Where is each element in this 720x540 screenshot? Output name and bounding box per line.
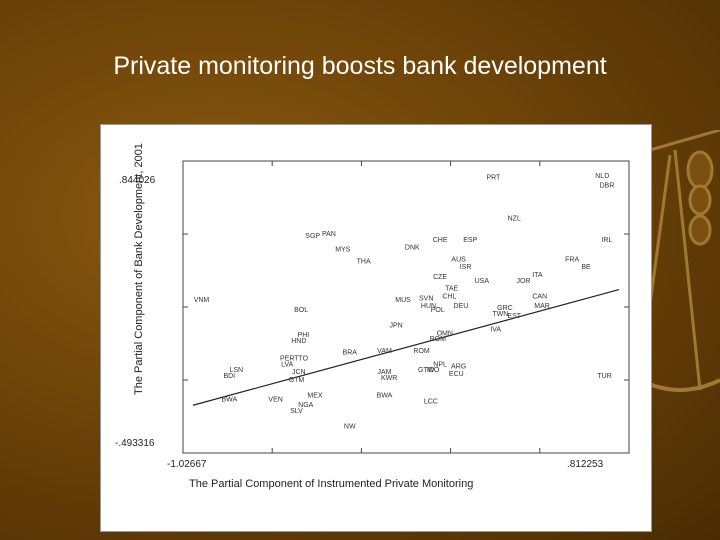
point-label-lcc: LCC [424, 398, 438, 405]
point-label-dnk: DNK [405, 245, 420, 252]
point-label-omn: OMN [437, 330, 453, 337]
y-axis-label: The Partial Component of Bank Developmen… [133, 143, 145, 395]
point-label-tae: TAE [445, 286, 458, 293]
point-label-pan: PAN [322, 231, 336, 238]
point-label-jcn: JCN [292, 369, 306, 376]
x-tick-label-max: .812253 [567, 459, 604, 470]
point-label-fra: FRA [565, 256, 579, 263]
point-label-jpn: JPN [389, 322, 402, 329]
balance-scale-icon [640, 130, 720, 392]
point-label-ido: IDO [427, 367, 440, 374]
point-label-pol: POL [431, 307, 445, 314]
point-label-twn: TWN [492, 311, 508, 318]
point-label-gtw: GTW [418, 367, 435, 374]
point-label-rom: ROM [413, 348, 430, 355]
point-label-kwr: KWR [381, 375, 397, 382]
point-label-ven: VEN [268, 396, 282, 403]
point-label-bwa: BWA [377, 392, 393, 399]
point-label-gtm: GTM [289, 377, 305, 384]
point-label-npl: NPL [433, 361, 447, 368]
fit-line [192, 288, 620, 406]
point-label-isr: ISR [460, 264, 472, 271]
point-label-aus: AUS [451, 256, 466, 263]
point-label-tur: TUR [597, 373, 611, 380]
x-axis-label: The Partial Component of Instrumented Pr… [189, 478, 473, 490]
point-label-nzl: NZL [508, 216, 521, 223]
point-label-bra: BRA [343, 350, 358, 357]
point-label-vam: VAM [377, 348, 392, 355]
point-label-jor: JOR [516, 278, 530, 285]
point-label-mus: MUS [395, 297, 411, 304]
point-label-slv: SLV [290, 408, 303, 415]
scatter-plot: NLD DBR PRT NZL SGP PAN MYS CHE ESP IRL DNK THA AUS F… [115, 143, 630, 490]
point-label-phi: PHI [298, 332, 310, 339]
point-label-nw: NW [344, 424, 356, 431]
point-label-lsn: LSN [229, 367, 243, 374]
point-label-ecu: ECU [449, 371, 464, 378]
point-label-tto: TTO [294, 356, 308, 363]
point-label-iva: IVA [490, 326, 501, 333]
point-label-be: BE [581, 264, 591, 271]
point-label-vnm: VNM [194, 297, 210, 304]
point-label-arg: ARG [451, 363, 466, 370]
point-label-hun: HUN [421, 303, 436, 310]
y-tick-label-min: -.493316 [115, 438, 155, 449]
point-label-sgp: SGP [305, 233, 320, 240]
x-tick-label-min: -1.02667 [167, 459, 207, 470]
plot-frame [182, 160, 630, 454]
point-label-bwa: BWA [221, 396, 237, 403]
point-label-prt: PRT [486, 175, 501, 182]
chart-panel: NLD DBR PRT NZL SGP PAN MYS CHE ESP IRL DNK THA AUS F… [100, 124, 652, 532]
point-label-hnd: HND [291, 338, 306, 345]
point-label-est: EST [507, 313, 521, 320]
slide-title: Private monitoring boosts bank developme… [113, 52, 607, 80]
point-label-tha: THA [357, 258, 371, 265]
point-label-mys: MYS [335, 247, 351, 254]
point-label-svn: SVN [419, 295, 433, 302]
point-label-grc: GRC [497, 305, 513, 312]
point-label-mar: MAR [534, 303, 550, 310]
point-label-bol: BOL [294, 307, 308, 314]
point-label-nga: NGA [298, 402, 314, 409]
point-label-rom: ROM [430, 336, 447, 343]
point-label-can: CAN [532, 293, 547, 300]
point-label-usa: USA [475, 278, 490, 285]
point-label-per: PER [280, 356, 294, 363]
point-label-esp: ESP [463, 237, 477, 244]
point-label-lva: LVA [281, 361, 294, 368]
point-label-deu: DEU [454, 303, 469, 310]
point-label-mex: MEX [307, 392, 323, 399]
point-label-jam: JAM [378, 369, 392, 376]
point-label-chl: CHL [442, 293, 456, 300]
point-label-bdi: BDI [223, 373, 235, 380]
point-label-nld: NLD [595, 173, 609, 180]
point-label-cze: CZE [433, 274, 447, 281]
point-label-che: CHE [433, 237, 448, 244]
point-label-ita: ITA [532, 272, 543, 279]
point-label-dbr: DBR [600, 183, 615, 190]
y-tick-label-max: .844026 [119, 175, 156, 186]
point-label-irl: IRL [601, 237, 612, 244]
